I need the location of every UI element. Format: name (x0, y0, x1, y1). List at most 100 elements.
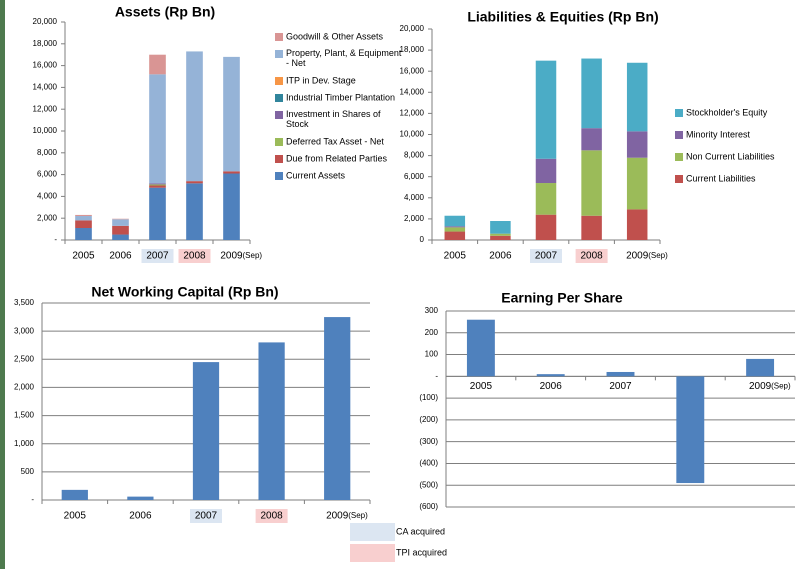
bar-segment (444, 231, 466, 240)
legend-label: Current Assets (286, 170, 346, 180)
x-tick-label: 2007 (146, 251, 169, 262)
bar (746, 358, 775, 377)
bar-segment (626, 209, 648, 240)
legend-swatch (350, 544, 395, 562)
y-tick-label: 10,000 (400, 130, 425, 139)
bar-segment (444, 215, 466, 227)
y-tick-label: (500) (419, 480, 438, 489)
y-tick-label: 2,000 (37, 213, 58, 222)
y-tick-label: 16,000 (400, 66, 425, 75)
bar-segment (75, 228, 92, 240)
legend-swatch (275, 50, 283, 58)
y-tick-label: 6,000 (37, 170, 58, 179)
y-tick-label: (400) (419, 459, 438, 468)
x-tick-label: 2009 (326, 511, 349, 522)
category-highlight (190, 509, 222, 523)
legend-swatch (275, 138, 283, 146)
legend-swatch (275, 111, 283, 119)
y-tick-label: 8,000 (404, 151, 425, 160)
x-tick-label: 2006 (129, 511, 152, 522)
bar (192, 362, 220, 500)
bar-segment (535, 158, 557, 184)
chart-title: Net Working Capital (Rp Bn) (91, 284, 278, 300)
y-tick-label: 18,000 (33, 39, 58, 48)
x-tick-label: 2005 (444, 251, 467, 262)
x-tick-label: 2006 (540, 381, 563, 392)
y-tick-label: 3,500 (14, 298, 35, 307)
legend-label: Goodwill & Other Assets (286, 31, 384, 41)
bar-segment (75, 214, 92, 217)
legend-label: Non Current Liabilities (686, 151, 775, 161)
x-tick-label: 2007 (609, 381, 632, 392)
bar-segment (149, 187, 166, 240)
legend-label: Current Liabilities (686, 173, 756, 183)
side-strip (0, 0, 5, 569)
legend-label: Stockholder's Equity (686, 107, 768, 117)
bar-segment (149, 184, 166, 186)
x-tick-label: 2009 (626, 251, 649, 262)
legend-swatch (275, 172, 283, 180)
bar-segment (581, 128, 602, 151)
bar-segment (535, 183, 557, 215)
y-tick-label: 300 (425, 306, 439, 315)
x-tick-label: 2008 (183, 251, 206, 262)
y-tick-label: 4,000 (404, 193, 425, 202)
bar (606, 371, 635, 377)
bar-segment (112, 219, 129, 226)
bar-segment (75, 216, 92, 221)
bar-segment (112, 225, 129, 235)
bar-segment (112, 234, 129, 240)
legend-swatch (675, 175, 683, 183)
legend-swatch (275, 77, 283, 85)
legend-label: Minority Interest (686, 129, 751, 139)
legend-swatch (275, 33, 283, 41)
x-annotation: (Sep) (348, 511, 368, 520)
x-tick-label: 2007 (535, 251, 558, 262)
y-tick-label: 2,500 (14, 354, 35, 363)
legend-label: CA acquired (396, 526, 445, 536)
legend-label: TPI acquired (396, 547, 447, 557)
x-tick-label: 2006 (109, 251, 132, 262)
y-tick-label: 20,000 (33, 17, 58, 26)
bar-segment (186, 183, 203, 240)
y-tick-label: (200) (419, 415, 438, 424)
y-tick-label: 14,000 (400, 87, 425, 96)
y-tick-label: 100 (425, 350, 439, 359)
legend-swatch (675, 153, 683, 161)
bar-segment (490, 221, 511, 234)
legend-swatch (675, 131, 683, 139)
x-tick-label: 2008 (580, 251, 603, 262)
y-tick-label: 12,000 (33, 104, 58, 113)
x-annotation: (Sep) (771, 381, 791, 390)
legend-label: Due from Related Parties (286, 153, 388, 163)
y-tick-label: 6,000 (404, 172, 425, 181)
y-tick-label: 2,000 (404, 214, 425, 223)
bar (536, 374, 565, 377)
bar-segment (490, 233, 511, 236)
bar-segment (112, 218, 129, 220)
bar-segment (223, 56, 240, 172)
legend-swatch (675, 109, 683, 117)
bar-segment (149, 74, 166, 184)
x-tick-label: 2008 (260, 511, 283, 522)
bar-segment (149, 183, 166, 185)
legend-swatch (350, 523, 395, 541)
y-tick-label: 500 (21, 467, 35, 476)
y-tick-label: 1,500 (14, 411, 35, 420)
bar-segment (223, 171, 240, 174)
bar-segment (490, 235, 511, 240)
bar-segment (626, 157, 648, 210)
x-annotation: (Sep) (243, 251, 263, 260)
bar-segment (535, 60, 557, 159)
x-tick-label: 2005 (64, 511, 87, 522)
bar-segment (75, 220, 92, 229)
category-highlight (255, 509, 288, 523)
bar-segment (186, 51, 203, 182)
bar-segment (444, 227, 466, 232)
y-tick-label: (600) (419, 502, 438, 511)
y-tick-label: (100) (419, 393, 438, 402)
y-tick-label: 16,000 (33, 61, 58, 70)
x-tick-label: 2009 (749, 381, 772, 392)
legend-label: Industrial Timber Plantation (286, 92, 395, 102)
